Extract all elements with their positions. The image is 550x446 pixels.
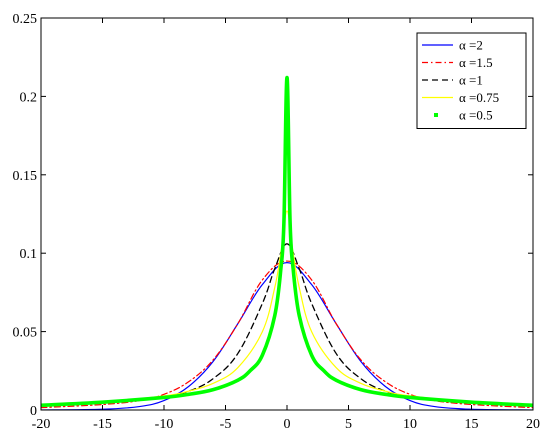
legend-label-4: α =0.75 xyxy=(459,90,499,105)
series-line-4 xyxy=(41,210,533,406)
x-tick-label: 0 xyxy=(284,417,291,432)
y-tick-label: 0.15 xyxy=(13,169,38,184)
x-tick-label: 20 xyxy=(526,417,540,432)
x-tick-label: 15 xyxy=(465,417,479,432)
series-line-1 xyxy=(41,262,533,410)
y-tick-label: 0.1 xyxy=(20,247,38,262)
x-tick-label: -10 xyxy=(155,417,174,432)
x-tick-label: -5 xyxy=(220,417,232,432)
x-tick-label: 5 xyxy=(345,417,352,432)
x-tick-label: -15 xyxy=(93,417,112,432)
x-tick-label: -20 xyxy=(32,417,51,432)
legend-box xyxy=(416,32,527,129)
y-tick-label: 0.2 xyxy=(20,90,38,105)
y-tick-label: 0.05 xyxy=(13,326,38,341)
y-tick-label: 0.25 xyxy=(13,12,38,27)
legend: α =2 α =1.5 α =1 α =0.75 α =0.5 xyxy=(416,32,527,129)
series-line-5 xyxy=(41,75,533,408)
legend-label-1: α =2 xyxy=(459,38,483,53)
legend-label-3: α =1 xyxy=(459,73,483,88)
series-layer xyxy=(41,75,533,410)
axes-layer: -20 -15 -10 -5 0 5 10 15 20 0 0.05 0.1 0.15 0.2 0.25 xyxy=(13,12,541,432)
legend-marker-5 xyxy=(434,113,438,117)
y-tick-label: 0 xyxy=(30,404,37,419)
legend-label-2: α =1.5 xyxy=(459,55,493,70)
legend-label-5: α =0.5 xyxy=(459,108,493,123)
x-tick-label: 10 xyxy=(403,417,417,432)
